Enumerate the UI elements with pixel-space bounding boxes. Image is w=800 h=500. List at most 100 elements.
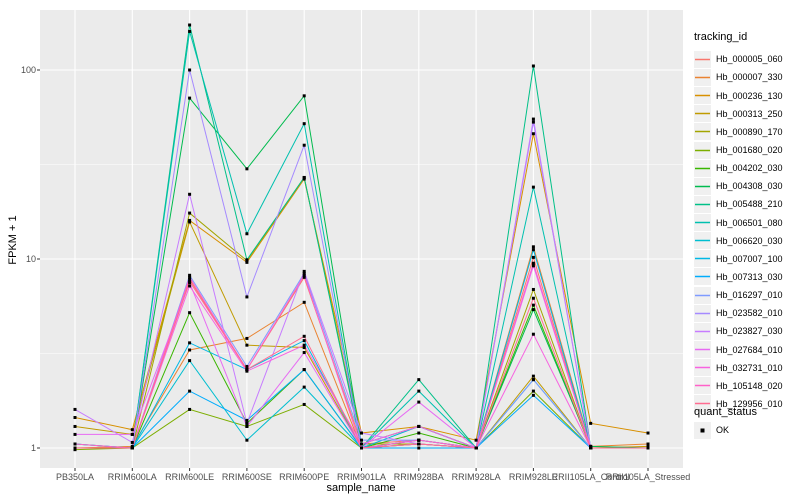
data-point xyxy=(646,431,650,435)
data-point xyxy=(245,232,249,236)
data-point xyxy=(188,280,192,284)
data-point xyxy=(302,271,306,275)
data-point xyxy=(188,284,192,288)
data-point xyxy=(302,339,306,343)
legend-line-swatch xyxy=(694,341,711,359)
data-point xyxy=(302,402,306,406)
data-point xyxy=(130,428,134,432)
data-point xyxy=(474,446,478,450)
data-point xyxy=(302,368,306,372)
data-point xyxy=(188,273,192,277)
legend-item-Hb_032731_010: Hb_032731_010 xyxy=(694,359,783,377)
y-tick-label: 100 xyxy=(20,65,36,75)
data-point xyxy=(302,122,306,126)
data-point xyxy=(188,218,192,222)
legend-label: Hb_105148_020 xyxy=(716,380,783,391)
data-point xyxy=(245,260,249,264)
data-point xyxy=(417,438,421,442)
y-axis-title: FPKM + 1 xyxy=(7,215,19,265)
legend-label: OK xyxy=(716,425,730,435)
data-point xyxy=(360,438,363,442)
legend-label: Hb_000890_170 xyxy=(716,126,783,137)
legend-label: Hb_001680_020 xyxy=(716,145,783,155)
legend-item-Hb_027684_010: Hb_027684_010 xyxy=(694,341,783,359)
legend-label: Hb_000313_250 xyxy=(716,108,783,119)
legend-item-Hb_000007_330: Hb_000007_330 xyxy=(694,68,783,86)
x-tick-label: RRIM901LA xyxy=(336,472,387,482)
data-point xyxy=(474,438,478,442)
legend-item-Hb_007007_100: Hb_007007_100 xyxy=(694,250,783,268)
data-point xyxy=(531,261,535,265)
legend-line-swatch xyxy=(694,214,711,232)
data-point xyxy=(417,400,421,404)
data-point xyxy=(245,424,249,428)
legend-item-Hb_005488_210: Hb_005488_210 xyxy=(694,195,783,213)
legend-item-Hb_000313_250: Hb_000313_250 xyxy=(694,105,783,123)
legend-label: Hb_004308_030 xyxy=(716,181,783,192)
data-point xyxy=(417,424,421,428)
data-point xyxy=(245,364,249,368)
legend-item-Hb_006620_030: Hb_006620_030 xyxy=(694,232,783,250)
x-axis-title: sample_name xyxy=(326,482,396,494)
legend-line-swatch xyxy=(694,105,711,123)
data-point xyxy=(531,64,535,68)
data-point xyxy=(360,431,363,435)
data-point xyxy=(302,94,306,98)
data-point xyxy=(245,369,249,373)
legend-item-Hb_129956_010: Hb_129956_010 xyxy=(694,395,783,413)
data-point xyxy=(302,385,306,389)
data-point xyxy=(245,343,249,347)
data-point xyxy=(188,68,192,72)
legend-line-swatch xyxy=(694,87,711,105)
data-point xyxy=(245,438,249,442)
x-tick-label: RRIM928BA xyxy=(393,472,444,482)
data-point xyxy=(531,296,535,300)
data-point xyxy=(531,248,535,252)
data-point xyxy=(245,336,249,340)
x-tick-label: RRII105LA_Control xyxy=(551,472,630,482)
data-point xyxy=(531,255,535,259)
legend-line-swatch xyxy=(694,268,711,286)
x-tick-label: RRIM600PE xyxy=(279,472,330,482)
data-point xyxy=(188,359,192,363)
legend-label: Hb_023827_030 xyxy=(716,326,783,337)
data-point xyxy=(73,416,77,420)
data-point xyxy=(531,303,535,307)
x-tick-label: RRIM600LE xyxy=(165,472,215,482)
data-point xyxy=(646,442,650,446)
y-tick-label: 1 xyxy=(30,443,36,453)
data-point xyxy=(245,167,249,171)
data-point xyxy=(73,442,77,446)
legend-item-Hb_004308_030: Hb_004308_030 xyxy=(694,177,783,195)
data-point xyxy=(188,23,192,27)
legend-label: Hb_129956_010 xyxy=(716,398,783,409)
data-point xyxy=(245,421,249,425)
data-point xyxy=(302,273,306,277)
data-point xyxy=(531,132,535,136)
legend-line-swatch xyxy=(694,286,711,304)
legend-title-quant-status: quant_status xyxy=(694,406,757,418)
x-tick-label: PB350LA xyxy=(55,472,95,482)
legend-label: Hb_004202_030 xyxy=(716,163,783,174)
x-tick-label: RRIM600SE xyxy=(221,472,272,482)
legend-line-swatch xyxy=(694,159,711,177)
legend-item-Hb_000890_170: Hb_000890_170 xyxy=(694,123,783,141)
data-point xyxy=(589,446,593,450)
legend-label: Hb_006501_080 xyxy=(716,217,783,228)
data-point xyxy=(302,269,306,273)
legend-label: Hb_000005_060 xyxy=(716,54,783,65)
legend-label: Hb_023582_010 xyxy=(716,308,783,319)
legend-item-Hb_001680_020: Hb_001680_020 xyxy=(694,141,783,159)
data-point xyxy=(245,368,249,372)
data-point xyxy=(531,264,535,268)
data-point xyxy=(589,421,593,425)
legend-label: Hb_000007_330 xyxy=(716,72,783,83)
legend-line-swatch xyxy=(694,50,711,68)
legend-label: Hb_007313_030 xyxy=(716,271,783,282)
legend-line-swatch xyxy=(694,304,711,322)
data-point xyxy=(73,424,77,428)
data-point xyxy=(130,440,134,444)
data-point xyxy=(417,442,421,446)
data-point xyxy=(360,442,363,446)
